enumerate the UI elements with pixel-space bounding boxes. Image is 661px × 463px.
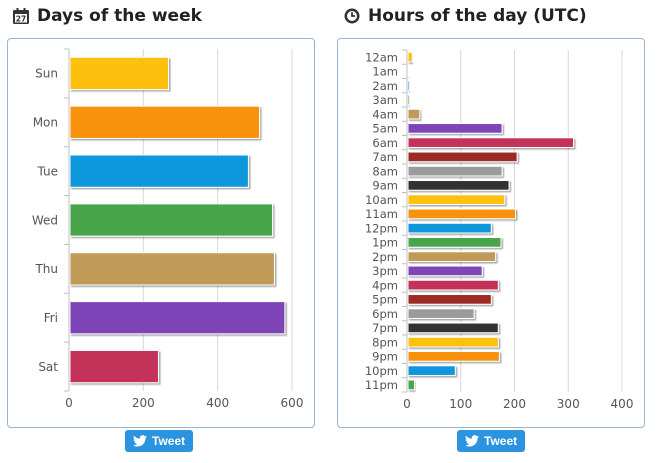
category-label: 11pm (365, 378, 398, 392)
tweet-label-hours: Tweet (484, 434, 518, 448)
tweet-button-days[interactable]: Tweet (125, 430, 194, 452)
category-label: 1am (372, 65, 398, 79)
x-tick-label: 400 (206, 396, 229, 410)
bar-2pm[interactable] (407, 251, 497, 262)
bar-12pm[interactable] (407, 222, 492, 234)
category-label: 8am (372, 164, 398, 178)
bar-Sat[interactable] (69, 349, 159, 384)
category-label: 4am (372, 107, 398, 121)
x-tick-label: 0 (403, 397, 411, 411)
category-label: Wed (32, 213, 58, 227)
bar-4pm[interactable] (407, 279, 499, 291)
bar-4am[interactable] (407, 108, 421, 120)
category-label: Thu (34, 262, 58, 276)
bar-6am[interactable] (407, 137, 575, 148)
x-tick-label: 0 (65, 396, 73, 410)
bar-11am[interactable] (407, 208, 516, 220)
bar-7am[interactable] (407, 151, 518, 163)
bar-Mon[interactable] (69, 105, 261, 139)
bar-10am[interactable] (407, 194, 506, 205)
category-label: 12pm (365, 221, 398, 235)
x-tick-label: 200 (132, 396, 155, 410)
category-label: 2pm (372, 250, 398, 264)
category-label: 10pm (365, 364, 398, 378)
x-tick-label: 300 (557, 397, 580, 411)
days-chart-panel: 0 200 400 600 Sun Mon Tue Wed Thu Fri Sat (7, 38, 315, 428)
hours-chart-panel: 0 100 200 300 400 12am 1am 2am 3am 4am 5am 6am 7am 8a… (337, 38, 645, 428)
category-label: 10am (365, 193, 398, 207)
calendar-day: 27 (16, 15, 26, 24)
bar-1pm[interactable] (407, 237, 502, 248)
category-label: 7am (372, 150, 398, 164)
category-label: 3pm (372, 264, 398, 278)
twitter-bird-icon (465, 435, 479, 447)
x-tick-label: 200 (503, 397, 526, 411)
tweet-button-hours[interactable]: Tweet (457, 430, 526, 452)
category-label: Fri (44, 311, 58, 325)
category-label: 1pm (372, 236, 398, 250)
x-tick-label: 100 (449, 397, 472, 411)
category-label: Tue (37, 164, 59, 178)
category-label: 8pm (372, 335, 398, 349)
hours-chart: 0 100 200 300 400 12am1am2am3am4am5am6am7am8a… (365, 49, 634, 411)
category-label: 9pm (372, 350, 398, 364)
bar-Fri[interactable] (69, 301, 286, 335)
category-label: 5pm (372, 293, 398, 307)
category-label: 11am (365, 207, 398, 221)
bar-10pm[interactable] (407, 365, 456, 376)
bar-3am[interactable] (407, 94, 411, 106)
category-label: 7pm (372, 321, 398, 335)
bar-Wed[interactable] (69, 203, 274, 237)
category-label: Sat (38, 360, 58, 374)
bar-Thu[interactable] (69, 252, 275, 286)
category-label: 5am (372, 122, 398, 136)
bar-Tue[interactable] (69, 154, 249, 188)
hours-heading: Hours of the day (UTC) (343, 5, 587, 27)
bar-5am[interactable] (407, 123, 503, 134)
bar-Sun[interactable] (69, 56, 169, 91)
category-label: 3am (372, 93, 398, 107)
calendar-icon: 27 (12, 7, 30, 25)
bar-8am[interactable] (407, 165, 503, 177)
bar-2am[interactable] (407, 80, 411, 91)
category-label: 6pm (372, 307, 398, 321)
bar-1am[interactable] (407, 66, 410, 77)
category-label: 12am (365, 50, 398, 64)
days-heading: 27 Days of the week (12, 5, 202, 27)
category-label: 4pm (372, 278, 398, 292)
bar-7pm[interactable] (407, 322, 499, 334)
days-chart: 0 200 400 600 Sun Mon Tue Wed Thu Fri Sat (32, 48, 304, 410)
category-label: Mon (33, 116, 58, 130)
hours-heading-text: Hours of the day (UTC) (368, 6, 587, 26)
category-label: 9am (372, 179, 398, 193)
bar-9pm[interactable] (407, 351, 500, 362)
bar-5pm[interactable] (407, 294, 492, 305)
bar-8pm[interactable] (407, 336, 499, 348)
twitter-bird-icon (133, 435, 147, 447)
x-tick-label: 400 (611, 397, 634, 411)
bar-3pm[interactable] (407, 265, 483, 277)
days-heading-text: Days of the week (37, 6, 202, 26)
category-label: 2am (372, 79, 398, 93)
bar-6pm[interactable] (407, 308, 475, 319)
clock-icon (343, 7, 361, 25)
bar-9am[interactable] (407, 180, 510, 191)
bar-12am[interactable] (407, 51, 413, 63)
bar-11pm[interactable] (407, 379, 415, 391)
category-label: 6am (372, 136, 398, 150)
tweet-label-days: Tweet (152, 434, 186, 448)
category-label: Sun (35, 67, 58, 81)
x-tick-label: 600 (281, 396, 304, 410)
